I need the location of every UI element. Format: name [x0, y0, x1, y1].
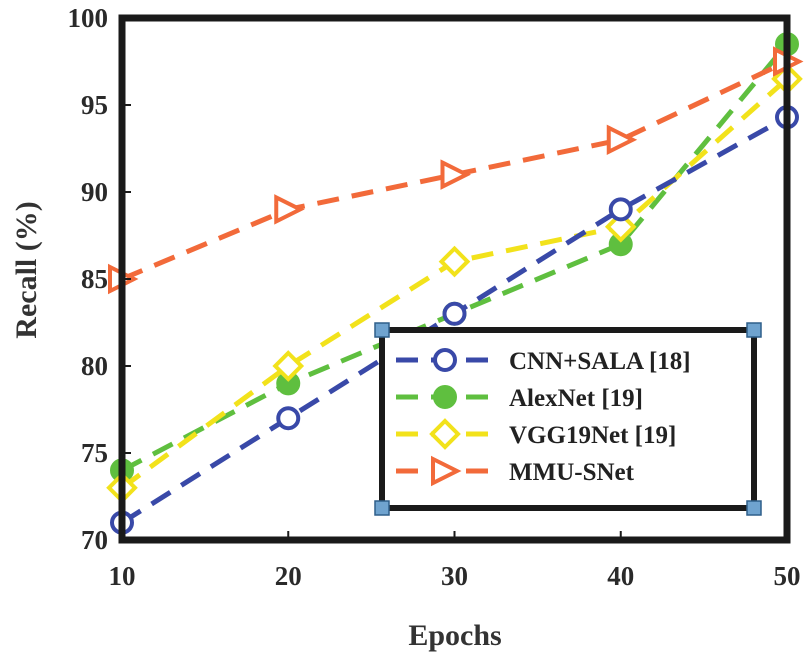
legend-item-vgg19net-19[interactable]: VGG19Net [19] [396, 418, 676, 450]
data-point-vgg19net-19 [438, 245, 471, 278]
y-tick-label: 90 [81, 177, 108, 207]
x-tick-label: 40 [607, 561, 634, 591]
y-tick-label: 95 [81, 90, 108, 120]
data-point-mmu-snet [606, 124, 638, 156]
y-tick-label: 100 [68, 3, 109, 33]
data-point-mmu-snet [274, 194, 305, 225]
y-tick-label: 80 [81, 351, 108, 381]
legend-label-cnn-sala-18: CNN+SALA [18] [509, 348, 691, 375]
legend-item-alexnet-19[interactable]: AlexNet [19] [396, 385, 643, 412]
legend-marker-alexnet-19 [433, 385, 457, 409]
y-tick-label: 70 [81, 525, 108, 555]
legend-item-mmu-snet[interactable]: MMU-SNet [396, 455, 635, 487]
y-axis-title: Recall (%) [10, 201, 43, 338]
y-tick-labels: 70 75 80 85 90 95 100 [68, 3, 131, 555]
legend-marker-cnn-sala-18 [433, 348, 457, 372]
legend-label-alexnet-19: AlexNet [19] [509, 385, 643, 412]
legend-resize-handle[interactable] [374, 322, 390, 338]
legend-label-vgg19net-19: VGG19Net [19] [509, 422, 676, 449]
data-point-cnn-sala-18 [608, 197, 633, 222]
legend-label-mmu-snet: MMU-SNet [509, 459, 635, 486]
data-point-vgg19net-19 [272, 350, 305, 382]
data-point-mmu-snet [440, 159, 471, 190]
legend-resize-handle[interactable] [746, 322, 762, 338]
x-tick-label: 20 [275, 561, 302, 591]
legend-resize-handle[interactable] [746, 500, 762, 516]
data-point-cnn-sala-18 [276, 406, 301, 431]
data-point-vgg19net-19 [604, 210, 637, 243]
x-tick-label: 50 [774, 561, 801, 591]
legend-item-cnn-sala-18[interactable]: CNN+SALA [18] [396, 348, 691, 375]
y-tick-label: 85 [81, 264, 108, 294]
x-tick-label: 30 [441, 561, 468, 591]
data-point-cnn-sala-18 [442, 301, 467, 326]
series-vgg19net-19 [106, 63, 803, 504]
series-layer [106, 32, 804, 535]
y-tick-label: 75 [81, 438, 108, 468]
legend-marker-vgg19net-19 [429, 418, 461, 450]
legend-resize-handle[interactable] [374, 500, 390, 516]
legend[interactable]: CNN+SALA [18] AlexNet [19] VGG19Net [19] MM… [374, 322, 762, 516]
x-tick-labels: 10 20 30 40 50 [109, 531, 801, 591]
x-axis-title: Epochs [408, 619, 501, 652]
legend-marker-mmu-snet [431, 455, 462, 487]
x-tick-label: 10 [109, 561, 136, 591]
